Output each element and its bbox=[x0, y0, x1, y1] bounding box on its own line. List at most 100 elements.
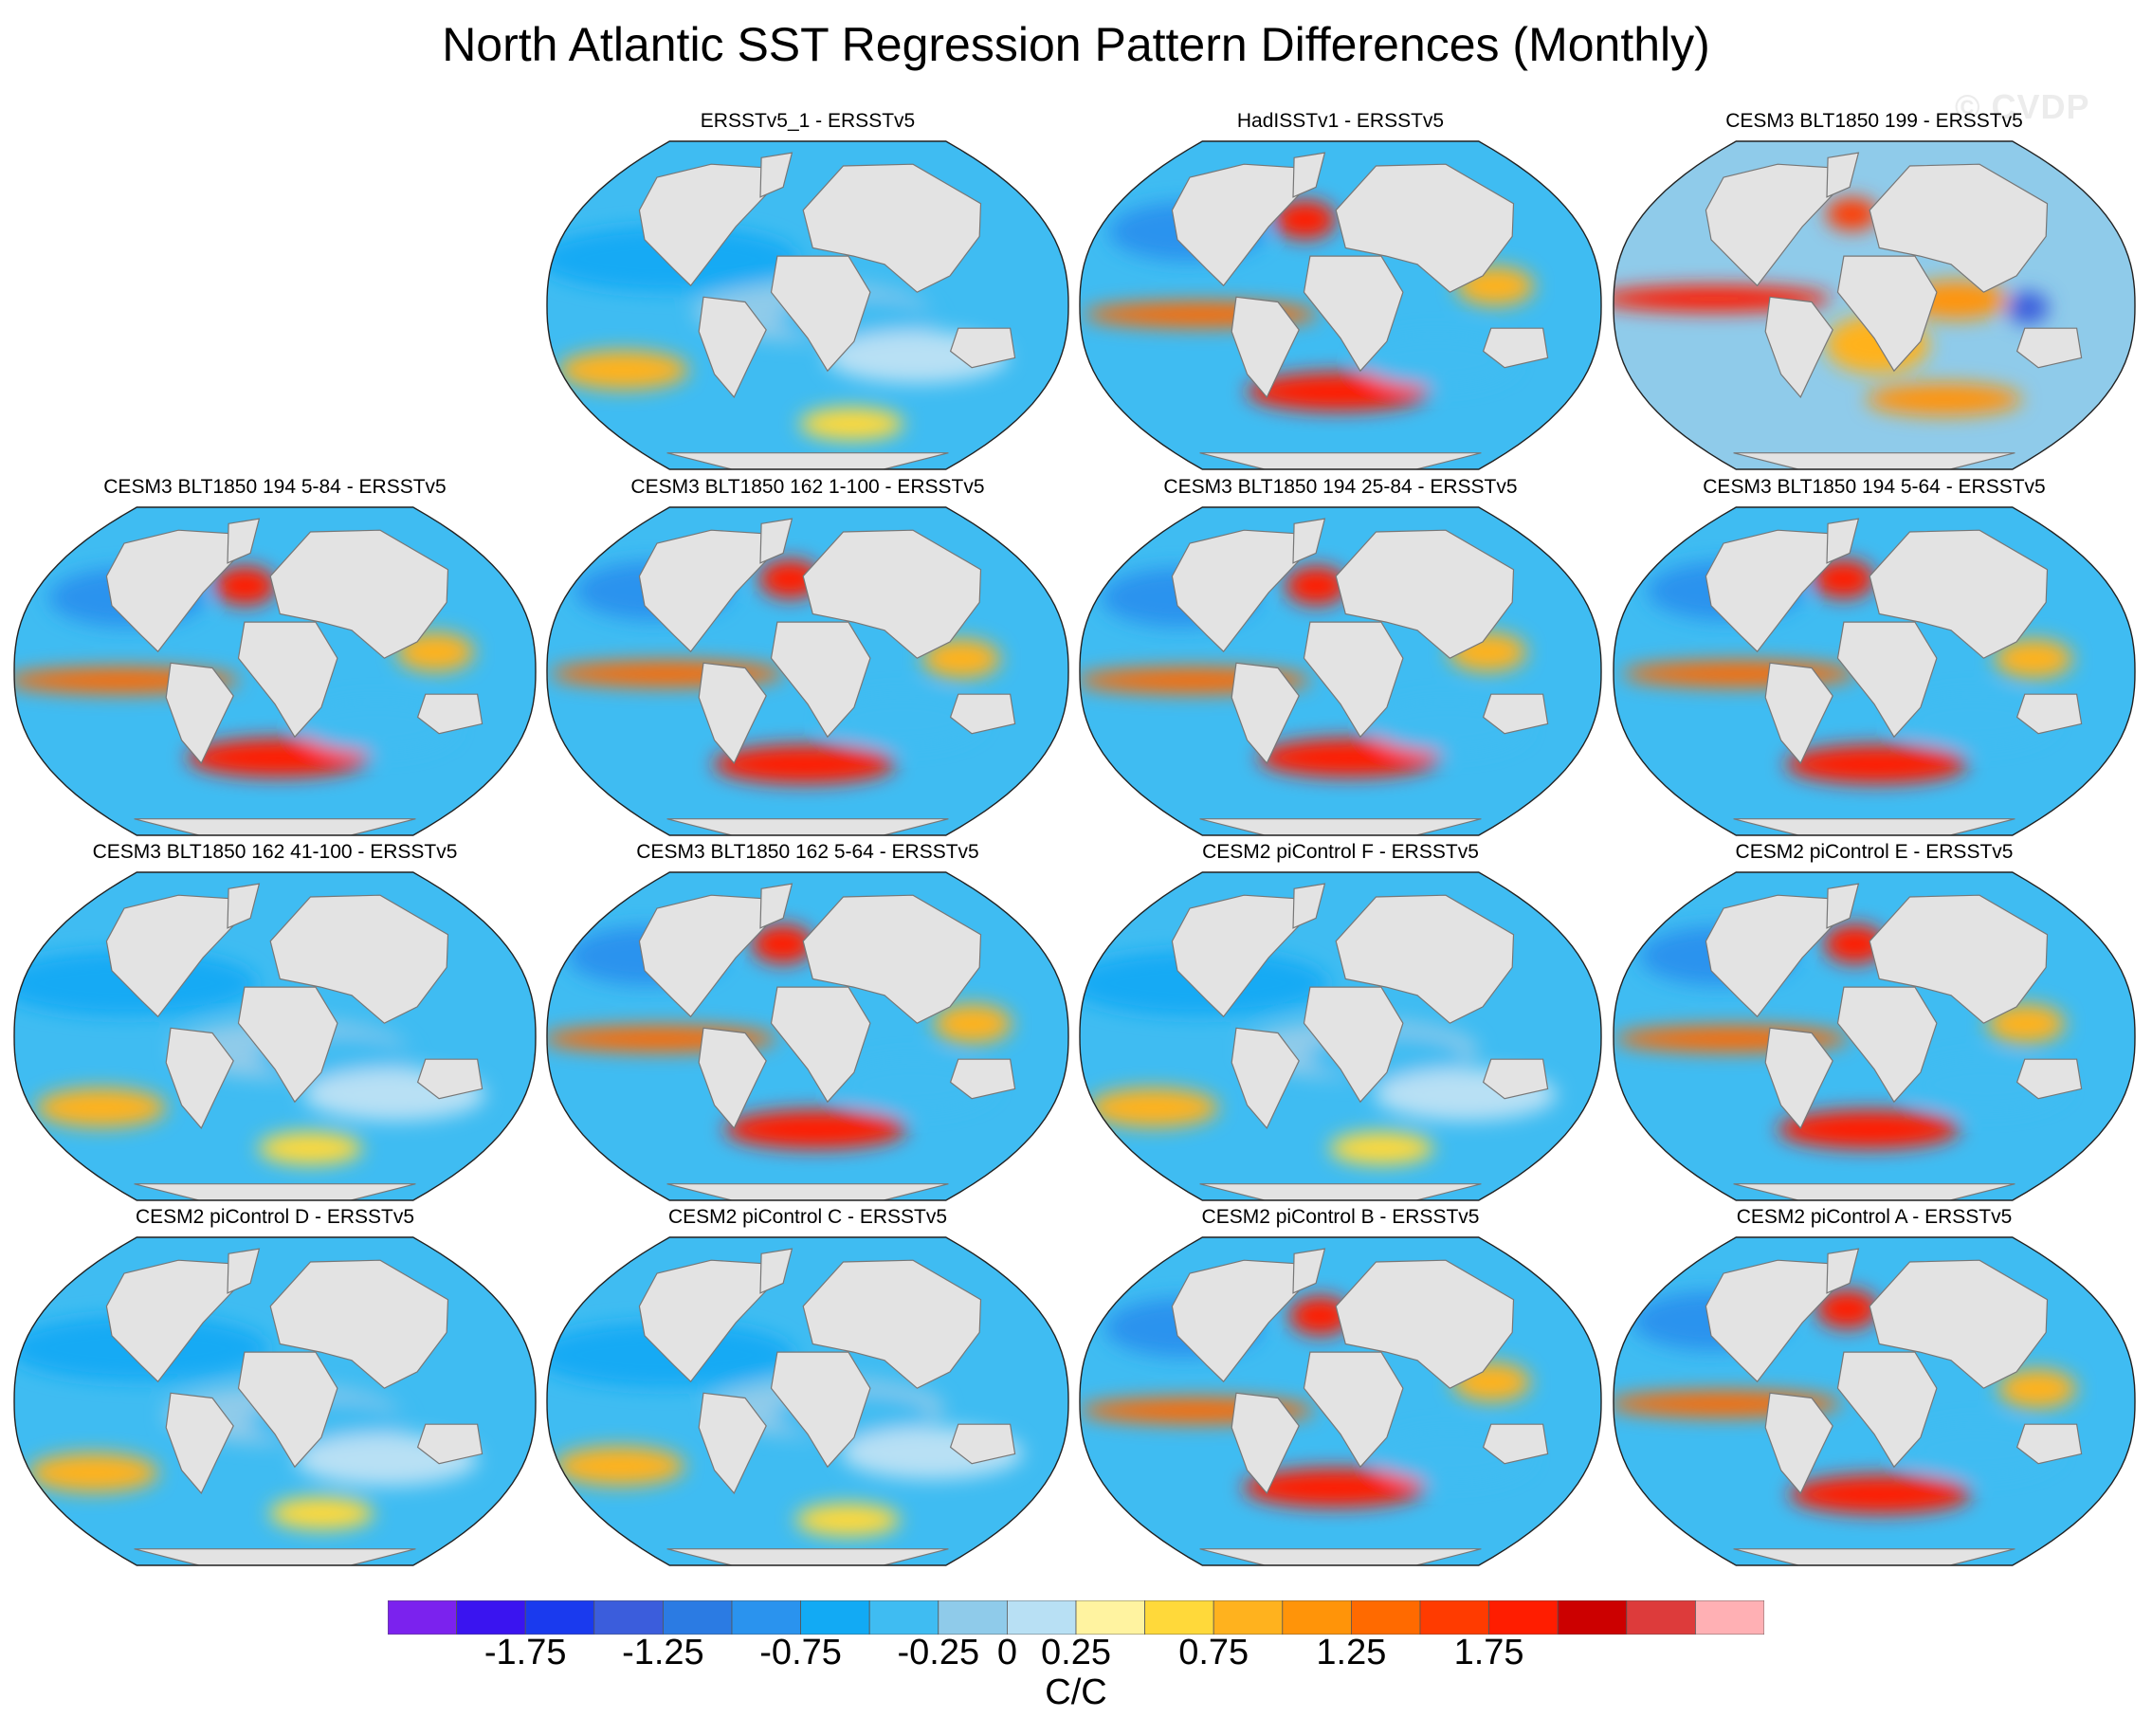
landmass-antarctica bbox=[1199, 1548, 1482, 1565]
landmass-australia bbox=[949, 693, 1016, 735]
landmass-africa bbox=[770, 1351, 871, 1469]
anomaly-patch bbox=[1815, 1289, 1879, 1329]
colorbar bbox=[388, 1600, 1764, 1635]
panel-title: CESM3 BLT1850 194 5-84 - ERSSTv5 bbox=[103, 476, 447, 498]
landmass-north-america bbox=[105, 894, 239, 1018]
map-border bbox=[13, 506, 537, 836]
anomaly-patch bbox=[298, 700, 455, 753]
colorbar-swatch bbox=[1626, 1600, 1696, 1635]
anomaly-patch bbox=[824, 693, 981, 746]
landmass-north-america bbox=[1171, 163, 1304, 287]
landmass-north-america bbox=[638, 1259, 772, 1383]
map-border bbox=[546, 871, 1069, 1201]
anomaly-patch bbox=[1777, 1109, 1961, 1149]
anomaly-patch bbox=[921, 638, 1001, 679]
colorbar-swatch bbox=[1488, 1600, 1559, 1635]
colorbar-swatch bbox=[1007, 1600, 1077, 1635]
landmass-africa bbox=[1303, 621, 1404, 739]
landmass-europe-asia bbox=[269, 529, 449, 659]
watermark: © CVDP bbox=[1955, 87, 2090, 126]
landmass-greenland bbox=[1292, 883, 1326, 929]
panel-title: CESM2 piControl B - ERSSTv5 bbox=[1201, 1206, 1480, 1228]
map-panel: CESM2 piControl C - ERSSTv5 bbox=[542, 1206, 1073, 1566]
landmass-antarctica bbox=[1733, 1183, 2015, 1200]
landmass-antarctica bbox=[666, 1548, 949, 1565]
anomaly-patch bbox=[557, 350, 689, 390]
map-border bbox=[1613, 871, 2136, 1201]
anomaly-patch bbox=[1784, 744, 1968, 784]
landmass-australia bbox=[1482, 1423, 1549, 1465]
colorbar-tick-label: 0.25 bbox=[1041, 1633, 1111, 1672]
landmass-greenland bbox=[1292, 518, 1326, 564]
map-plot bbox=[546, 140, 1069, 470]
landmass-europe-asia bbox=[1335, 529, 1515, 659]
map-plot bbox=[13, 506, 537, 836]
colorbar-swatch bbox=[731, 1600, 801, 1635]
landmass-australia bbox=[2015, 327, 2083, 369]
landmass-south-america bbox=[1231, 1392, 1300, 1494]
landmass-australia bbox=[2015, 693, 2083, 735]
landmass-greenland bbox=[1826, 152, 1860, 198]
landmass-africa bbox=[1303, 986, 1404, 1104]
map-plot bbox=[1613, 871, 2136, 1201]
colorbar-tick-labels: -1.75 -1.25 -0.75 -0.25 0 0.25 0.75 1.25 1.75 bbox=[0, 1633, 2152, 1680]
panel-title: ERSSTv5_1 - ERSSTv5 bbox=[700, 110, 916, 132]
anomaly-patch bbox=[1087, 1087, 1219, 1127]
landmass-greenland bbox=[227, 883, 261, 929]
colorbar-unit: C/C bbox=[1045, 1672, 1107, 1712]
landmass-africa bbox=[237, 986, 338, 1104]
landmass-europe-asia bbox=[1869, 163, 2049, 293]
landmass-south-america bbox=[1764, 296, 1833, 398]
panel-title: CESM2 piControl E - ERSSTv5 bbox=[1735, 841, 2014, 863]
landmass-europe-asia bbox=[1869, 1259, 2049, 1389]
landmass-greenland bbox=[1292, 152, 1326, 198]
landmass-australia bbox=[949, 1423, 1016, 1465]
map-border bbox=[1079, 1236, 1602, 1566]
anomaly-patch bbox=[1285, 566, 1348, 606]
anomaly-patch bbox=[1986, 1003, 2066, 1044]
landmass-australia bbox=[416, 693, 483, 735]
landmass-north-america bbox=[1171, 894, 1304, 1018]
landmass-south-america bbox=[698, 662, 767, 764]
map-plot bbox=[1079, 1236, 1602, 1566]
landmass-south-america bbox=[698, 1392, 767, 1494]
landmass-south-america bbox=[698, 1027, 767, 1129]
colorbar-swatch bbox=[938, 1600, 1008, 1635]
colorbar-swatch bbox=[800, 1600, 870, 1635]
landmass-europe-asia bbox=[269, 1259, 449, 1389]
anomaly-patch bbox=[186, 738, 370, 777]
landmass-africa bbox=[770, 255, 871, 373]
colorbar-swatch bbox=[1419, 1600, 1489, 1635]
landmass-south-america bbox=[1764, 1027, 1833, 1129]
panel-title: CESM2 piControl F - ERSSTv5 bbox=[1202, 841, 1479, 863]
landmass-south-america bbox=[165, 1392, 234, 1494]
landmass-south-america bbox=[1231, 296, 1300, 398]
landmass-australia bbox=[2015, 1058, 2083, 1100]
map-border bbox=[1079, 506, 1602, 836]
landmass-australia bbox=[2015, 1423, 2083, 1465]
landmass-africa bbox=[770, 986, 871, 1104]
landmass-south-america bbox=[1764, 662, 1833, 764]
landmass-greenland bbox=[759, 518, 793, 564]
anomaly-patch bbox=[1358, 334, 1515, 387]
anomaly-patch bbox=[1812, 559, 1875, 599]
anomaly-patch bbox=[799, 407, 904, 441]
landmass-africa bbox=[1303, 1351, 1404, 1469]
colorbar-swatch bbox=[1075, 1600, 1145, 1635]
landmass-greenland bbox=[227, 1248, 261, 1294]
anomaly-patch bbox=[1900, 1423, 2057, 1476]
landmass-north-america bbox=[1705, 894, 1838, 1018]
anomaly-patch bbox=[1997, 1368, 2077, 1409]
landmass-greenland bbox=[759, 883, 793, 929]
colorbar-swatch bbox=[868, 1600, 939, 1635]
landmass-north-america bbox=[638, 163, 772, 287]
colorbar-swatch bbox=[1213, 1600, 1284, 1635]
anomaly-patch bbox=[269, 1496, 374, 1530]
anomaly-patch bbox=[1826, 197, 1878, 231]
panel-title: CESM3 BLT1850 162 41-100 - ERSSTv5 bbox=[92, 841, 458, 863]
map-panel: CESM2 piControl E - ERSSTv5 bbox=[1609, 841, 2140, 1201]
landmass-europe-asia bbox=[1869, 894, 2049, 1024]
landmass-south-america bbox=[165, 1027, 234, 1129]
landmass-africa bbox=[1303, 255, 1404, 373]
landmass-greenland bbox=[1826, 518, 1860, 564]
